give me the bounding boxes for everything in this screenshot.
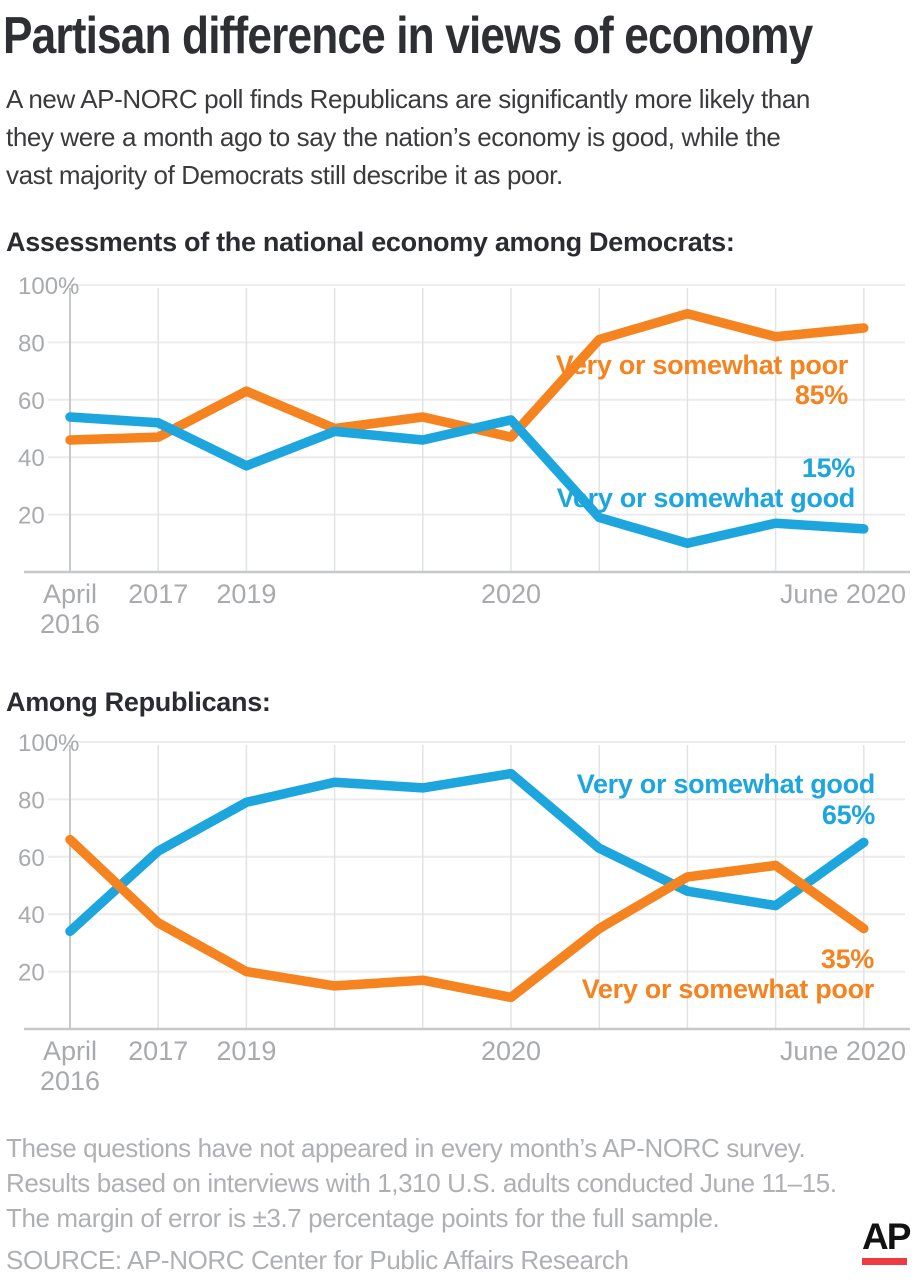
x-axis-label-april-2016: April <box>43 579 97 609</box>
democrats-chart-heading: Assessments of the national economy amon… <box>6 227 735 257</box>
x-axis-label-2017: 2017 <box>128 1036 188 1066</box>
x-axis-label-2017: 2017 <box>128 579 188 609</box>
subtitle-line-1: A new AP-NORC poll finds Republicans are… <box>6 84 810 114</box>
subtitle-line-3: vast majority of Democrats still describ… <box>6 160 563 190</box>
democrats-poor-series-label: Very or somewhat poor <box>555 350 849 380</box>
x-axis-label-2019: 2019 <box>216 579 276 609</box>
ap-logo-text: AP <box>862 1216 911 1257</box>
republicans-good-series-label: Very or somewhat good <box>576 769 876 799</box>
x-axis-label-june-2020: June 2020 <box>780 579 906 609</box>
y-axis-label-60: 60 <box>18 845 45 872</box>
footnote-line-1: These questions have not appeared in eve… <box>6 1133 806 1163</box>
poor-series-line <box>65 834 869 1003</box>
good-series-line <box>65 412 869 549</box>
democrats-good-end-value: 15% <box>801 453 855 483</box>
republicans-good-end-value: 65% <box>821 800 875 830</box>
y-axis-label-80: 80 <box>18 330 45 357</box>
y-axis-label-20: 20 <box>18 503 45 530</box>
y-axis-label-60: 60 <box>18 388 45 415</box>
x-axis-label-june-2020: June 2020 <box>780 1036 906 1066</box>
x-axis-label-april-2016: 2016 <box>40 609 100 639</box>
page-title: Partisan difference in views of economy <box>3 7 813 65</box>
republicans-poor-series-label: Very or somewhat poor <box>581 974 875 1004</box>
ap-logo-red-bar <box>862 1258 907 1265</box>
x-axis-label-2019: 2019 <box>216 1036 276 1066</box>
footnote-line-2: Results based on interviews with 1,310 U… <box>6 1168 837 1198</box>
x-axis-label-april-2016: 2016 <box>40 1066 100 1096</box>
good-series-line <box>65 768 869 937</box>
footnote-line-3: The margin of error is ±3.7 percentage p… <box>6 1203 720 1233</box>
x-axis-label-2020: 2020 <box>481 1036 541 1066</box>
democrats-good-series-label: Very or somewhat good <box>556 483 856 513</box>
ap-logo: AP <box>862 1216 911 1265</box>
y-axis-label-20: 20 <box>18 960 45 987</box>
subtitle-line-2: they were a month ago to say the nation’… <box>6 122 781 152</box>
source-credit: SOURCE: AP-NORC Center for Public Affair… <box>6 1245 629 1275</box>
y-axis-label-40: 40 <box>18 902 45 929</box>
y-axis-label-40: 40 <box>18 445 45 472</box>
x-axis-label-2020: 2020 <box>481 579 541 609</box>
republicans-chart-heading: Among Republicans: <box>6 687 271 717</box>
republicans-poor-end-value: 35% <box>820 944 874 974</box>
y-axis-label-80: 80 <box>18 787 45 814</box>
x-axis-label-april-2016: April <box>43 1036 97 1066</box>
democrats-poor-end-value: 85% <box>794 380 848 410</box>
